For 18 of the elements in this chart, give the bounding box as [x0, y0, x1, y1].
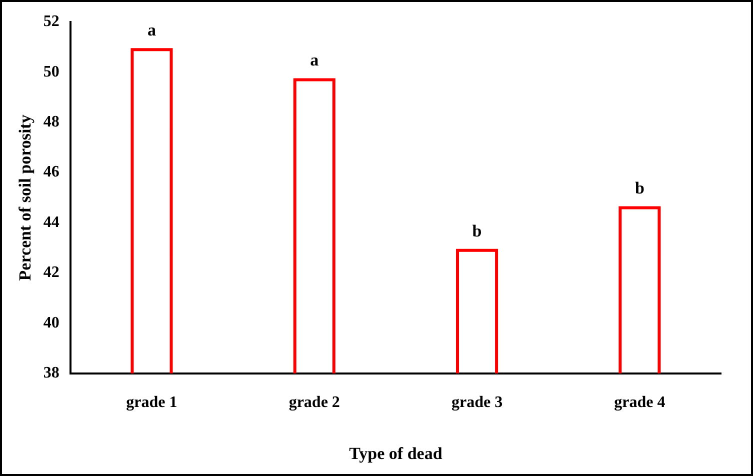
- x-tick-label: grade 2: [288, 394, 340, 412]
- y-tick-label: 46: [43, 164, 60, 181]
- y-tick-label: 40: [43, 314, 60, 332]
- y-tick-label: 48: [43, 114, 60, 131]
- x-tick-label: grade 1: [126, 394, 178, 412]
- y-axis-title: Percent of soil porosity: [16, 114, 35, 281]
- annotation: a: [310, 50, 320, 70]
- y-tick-label: 38: [43, 364, 60, 382]
- y-tick-label: 42: [43, 264, 60, 282]
- annotation: b: [634, 178, 644, 198]
- y-tick-label: 52: [43, 13, 60, 30]
- x-axis-title: Type of dead: [349, 444, 443, 464]
- x-tick-label: grade 3: [451, 394, 503, 412]
- y-tick-label: 44: [43, 214, 60, 231]
- annotation: b: [472, 221, 482, 240]
- x-tick-label: grade 4: [614, 394, 666, 412]
- y-tick-label: 50: [43, 63, 60, 80]
- annotation: a: [147, 20, 156, 40]
